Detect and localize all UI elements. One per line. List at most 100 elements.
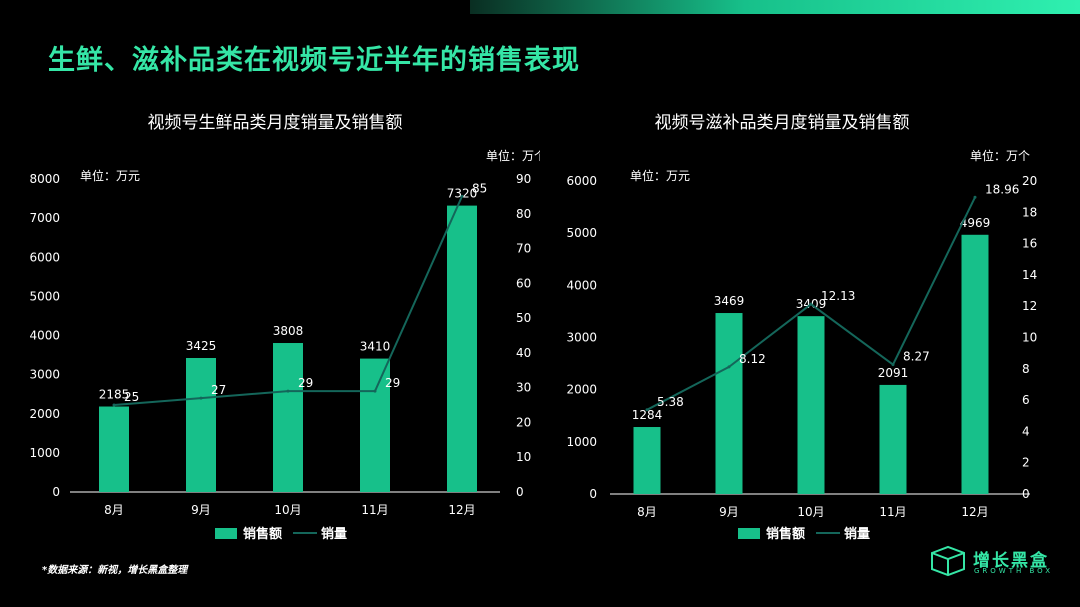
bar-value-label: 3425 bbox=[186, 339, 217, 353]
right-axis-tick: 2 bbox=[1022, 456, 1030, 470]
right-axis-tick: 8 bbox=[1022, 362, 1030, 376]
x-axis-tick: 9月 bbox=[719, 505, 739, 519]
left-axis-tick: 6000 bbox=[29, 250, 60, 264]
left-axis-tick: 3000 bbox=[566, 331, 597, 345]
left-axis-tick: 8000 bbox=[29, 172, 60, 186]
bar-value-label: 3808 bbox=[273, 324, 304, 338]
line-value-label: 29 bbox=[385, 376, 400, 390]
legend-bar-label: 销售额 bbox=[766, 526, 805, 542]
right-axis-tick: 30 bbox=[516, 381, 531, 395]
bar bbox=[961, 234, 989, 495]
right-axis-tick: 90 bbox=[516, 172, 531, 186]
left-axis-unit: 单位：万元 bbox=[80, 168, 140, 183]
box-logo-icon bbox=[931, 545, 965, 577]
legend-line-label: 销量 bbox=[844, 526, 870, 542]
right-axis-tick: 70 bbox=[516, 242, 531, 256]
right-axis-tick: 20 bbox=[1022, 174, 1037, 188]
right-axis-tick: 40 bbox=[516, 346, 531, 360]
legend-line-label: 销量 bbox=[321, 526, 347, 542]
line-value-label: 12.13 bbox=[821, 289, 855, 303]
x-axis-tick: 11月 bbox=[879, 505, 906, 519]
top-accent-bar bbox=[470, 0, 1080, 14]
line-value-label: 85 bbox=[472, 181, 487, 195]
line-value-label: 18.96 bbox=[985, 182, 1019, 196]
x-axis-tick: 8月 bbox=[104, 503, 124, 517]
x-axis-tick: 9月 bbox=[191, 503, 211, 517]
page-title: 生鲜、滋补品类在视频号近半年的销售表现 bbox=[48, 45, 580, 76]
line-value-label: 29 bbox=[298, 376, 313, 390]
x-axis-tick: 12月 bbox=[961, 505, 988, 519]
left-axis-tick: 1000 bbox=[566, 435, 597, 449]
right-axis-tick: 10 bbox=[516, 450, 531, 464]
source-note: *数据来源：新视，增长黑盒整理 bbox=[42, 565, 188, 576]
chart-title: 视频号滋补品类月度销量及销售额 bbox=[655, 113, 910, 133]
left-axis-tick: 2000 bbox=[566, 383, 597, 397]
bar bbox=[186, 357, 216, 492]
line-value-label: 8.27 bbox=[903, 350, 930, 364]
left-axis-unit: 单位：万元 bbox=[630, 168, 690, 183]
legend-bar-label: 销售额 bbox=[243, 526, 282, 542]
brand-name: 增长黑盒 bbox=[973, 551, 1049, 571]
right-axis-unit: 单位：万个 bbox=[486, 148, 540, 163]
left-axis-tick: 2000 bbox=[29, 407, 60, 421]
chart-title: 视频号生鲜品类月度销量及销售额 bbox=[148, 113, 403, 133]
right-axis-tick: 12 bbox=[1022, 299, 1037, 313]
bar bbox=[99, 406, 129, 492]
line-point bbox=[460, 194, 464, 198]
bar-value-label: 4969 bbox=[960, 216, 991, 230]
bar bbox=[879, 384, 907, 494]
left-axis-tick: 6000 bbox=[566, 174, 597, 188]
right-axis-tick: 14 bbox=[1022, 268, 1037, 282]
legend-bar-swatch bbox=[738, 528, 760, 539]
line-point bbox=[645, 408, 649, 412]
bar-value-label: 7320 bbox=[447, 187, 478, 201]
bar bbox=[273, 343, 303, 492]
right-axis-tick: 0 bbox=[516, 485, 524, 499]
line-value-label: 25 bbox=[124, 390, 139, 404]
right-axis-unit: 单位：万个 bbox=[970, 148, 1030, 163]
line-point bbox=[891, 363, 895, 367]
left-axis-tick: 7000 bbox=[29, 211, 60, 225]
bar-value-label: 2091 bbox=[878, 366, 909, 380]
line-point bbox=[286, 389, 290, 393]
right-axis-tick: 20 bbox=[516, 415, 531, 429]
right-axis-tick: 16 bbox=[1022, 237, 1037, 251]
right-axis-tick: 10 bbox=[1022, 331, 1037, 345]
bar-value-label: 1284 bbox=[632, 408, 663, 422]
line-value-label: 27 bbox=[211, 383, 226, 397]
x-axis-tick: 10月 bbox=[797, 505, 824, 519]
left-axis-tick: 1000 bbox=[29, 446, 60, 460]
line-point bbox=[727, 365, 731, 369]
right-axis-tick: 18 bbox=[1022, 205, 1037, 219]
line-value-label: 8.12 bbox=[739, 352, 766, 366]
bar bbox=[715, 313, 743, 494]
x-axis-tick: 10月 bbox=[274, 503, 301, 517]
line-point bbox=[373, 389, 377, 393]
bar-value-label: 3410 bbox=[360, 340, 391, 354]
right-axis-tick: 4 bbox=[1022, 424, 1030, 438]
x-axis-tick: 11月 bbox=[361, 503, 388, 517]
brand-sub: GROWTH BOX bbox=[974, 567, 1054, 575]
line-point bbox=[112, 403, 116, 407]
legend-bar-swatch bbox=[215, 528, 237, 539]
x-axis-tick: 8月 bbox=[637, 505, 657, 519]
left-axis-tick: 5000 bbox=[29, 289, 60, 303]
right-axis-tick: 6 bbox=[1022, 393, 1030, 407]
bar bbox=[797, 316, 825, 494]
line-point bbox=[973, 195, 977, 199]
bar bbox=[447, 205, 477, 493]
bar bbox=[633, 427, 661, 494]
line-point bbox=[199, 396, 203, 400]
bar-value-label: 3469 bbox=[714, 294, 745, 308]
left-axis-tick: 0 bbox=[52, 485, 60, 499]
line-point bbox=[809, 302, 813, 306]
brand-logo: 增长黑盒 GROWTH BOX bbox=[928, 545, 1050, 579]
right-axis-tick: 80 bbox=[516, 207, 531, 221]
left-axis-tick: 4000 bbox=[29, 329, 60, 343]
bar-value-label: 2185 bbox=[99, 388, 130, 402]
left-axis-tick: 0 bbox=[589, 487, 597, 501]
x-axis-tick: 12月 bbox=[448, 503, 475, 517]
left-axis-tick: 5000 bbox=[566, 226, 597, 240]
